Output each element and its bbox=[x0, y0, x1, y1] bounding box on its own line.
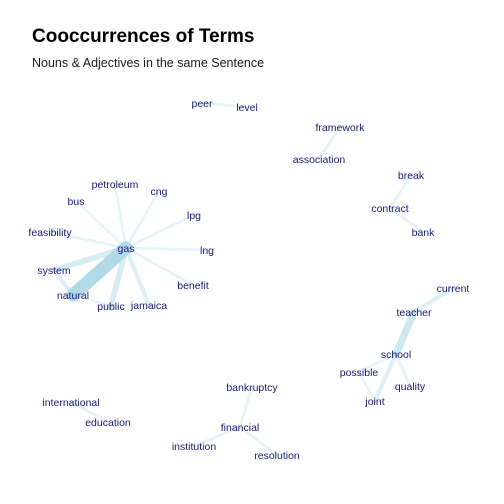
node-label-gas: gas bbox=[118, 243, 135, 255]
edge-natural-public bbox=[71, 293, 113, 308]
node-label-association: association bbox=[293, 154, 346, 166]
edge-gas-jamaica bbox=[123, 245, 152, 308]
node-label-framework: framework bbox=[315, 122, 365, 134]
edge-framework-association bbox=[317, 125, 342, 161]
edge-gas-benefit bbox=[124, 246, 195, 287]
edge-gas-system bbox=[51, 245, 129, 273]
node-label-financial: financial bbox=[221, 422, 260, 434]
node-label-education: education bbox=[85, 417, 131, 429]
node-label-bank: bank bbox=[412, 227, 436, 239]
node-label-bus: bus bbox=[68, 196, 85, 208]
edge-financial-institution bbox=[192, 425, 242, 448]
node-label-benefit: benefit bbox=[177, 280, 209, 292]
node-label-petroleum: petroleum bbox=[92, 179, 139, 191]
node-label-system: system bbox=[37, 265, 71, 277]
edge-gas-natural bbox=[66, 241, 133, 302]
node-label-contract: contract bbox=[371, 203, 408, 215]
edge-possible-joint bbox=[357, 370, 377, 403]
edge-gas-lpg bbox=[124, 213, 196, 250]
edge-gas-public bbox=[108, 245, 129, 309]
node-label-school: school bbox=[381, 349, 411, 361]
node-label-level: level bbox=[236, 102, 258, 114]
node-label-feasibility: feasibility bbox=[28, 227, 72, 239]
edge-contract-bank bbox=[388, 206, 425, 234]
edge-gas-feasibility bbox=[48, 230, 128, 250]
node-label-lng: lng bbox=[200, 245, 214, 257]
edge-gas-petroleum bbox=[113, 182, 128, 250]
node-label-lpg: lpg bbox=[187, 210, 201, 222]
node-label-natural: natural bbox=[57, 290, 89, 302]
node-label-teacher: teacher bbox=[396, 307, 432, 319]
node-label-current: current bbox=[437, 283, 470, 295]
edge-gas-lng bbox=[124, 246, 209, 252]
node-label-jamaica: jamaica bbox=[130, 300, 167, 312]
node-label-bankruptcy: bankruptcy bbox=[226, 382, 278, 394]
edge-school-possible bbox=[357, 352, 398, 374]
node-label-break: break bbox=[398, 170, 425, 182]
edge-gas-cng bbox=[124, 189, 161, 250]
edge-break-contract bbox=[388, 173, 413, 210]
node-label-cng: cng bbox=[151, 186, 168, 198]
edge-peer-level bbox=[200, 101, 249, 109]
node-label-resolution: resolution bbox=[254, 450, 300, 462]
node-label-layer: peer level framework association break contra… bbox=[28, 98, 469, 462]
node-label-peer: peer bbox=[191, 98, 213, 110]
node-label-possible: possible bbox=[340, 367, 379, 379]
edge-teacher-school bbox=[392, 308, 418, 358]
edge-school-joint bbox=[372, 351, 399, 404]
chart-title: Cooccurrences of Terms bbox=[32, 26, 255, 47]
node-label-quality: quality bbox=[395, 381, 426, 393]
node-label-public: public bbox=[97, 301, 124, 313]
node-label-joint: joint bbox=[364, 396, 384, 408]
edge-natural-system bbox=[51, 267, 76, 298]
edge-gas-bus bbox=[74, 199, 128, 250]
edge-financial-resolution bbox=[238, 425, 279, 457]
edge-layer bbox=[48, 101, 456, 457]
edge-international-education bbox=[69, 400, 110, 424]
edge-school-quality bbox=[394, 352, 412, 388]
edge-bankruptcy-financial bbox=[238, 385, 254, 429]
node-label-institution: institution bbox=[172, 441, 217, 453]
chart-subtitle: Nouns & Adjectives in the same Sentence bbox=[32, 56, 265, 70]
node-label-international: international bbox=[42, 397, 99, 409]
edge-teacher-current bbox=[411, 285, 456, 315]
